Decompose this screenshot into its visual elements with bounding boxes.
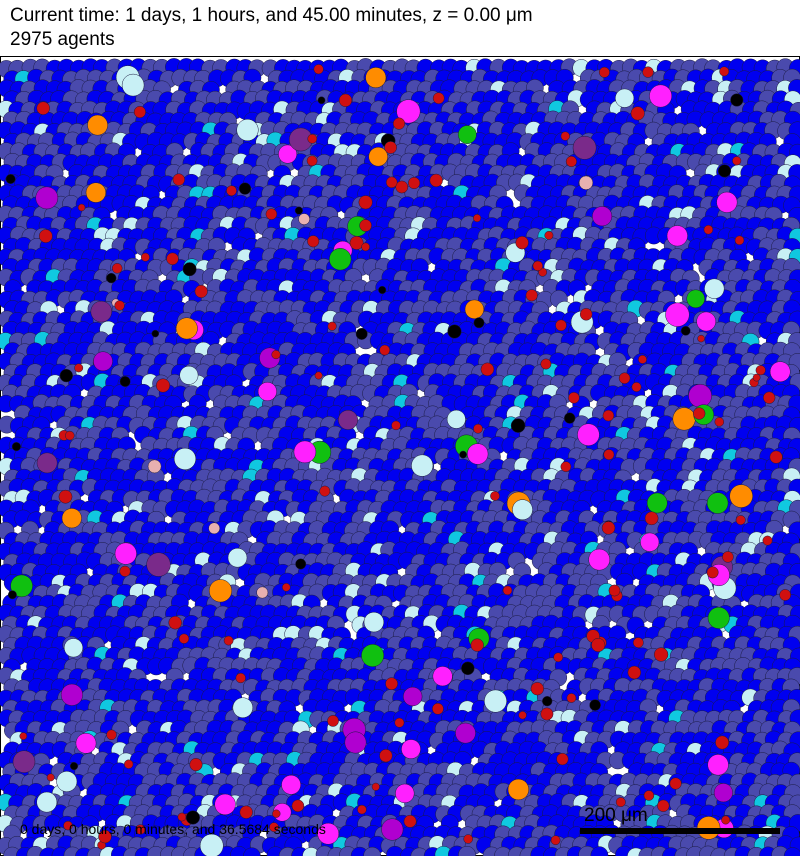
agent-cell [61, 508, 82, 529]
agent-cell [588, 548, 611, 571]
agent-cell [35, 186, 59, 210]
agent-cell [56, 771, 78, 792]
agent-cell [686, 289, 705, 309]
agent-cell [729, 484, 753, 508]
cell-layer [0, 58, 800, 856]
agent-cell [63, 638, 84, 658]
agent-cell [707, 606, 730, 629]
agent-cell [696, 311, 717, 332]
agent-cell [432, 702, 444, 715]
agent-cell [214, 793, 236, 816]
agent-cell [146, 552, 171, 577]
agent-cell [175, 317, 198, 340]
agent-count: 2975 agents [10, 29, 115, 50]
agent-cell [707, 754, 729, 776]
agent-cell [716, 191, 738, 213]
agent-cell [60, 683, 83, 706]
agent-cell [114, 542, 137, 565]
agent-cell [666, 225, 688, 247]
cell-simulation-plot [0, 56, 800, 856]
agent-cell [592, 206, 613, 227]
agent-cell [640, 532, 660, 552]
agent-cell [464, 299, 485, 319]
agent-cell [484, 689, 507, 713]
agent-cell [688, 383, 712, 408]
agent-cell [329, 248, 352, 271]
agent-cell [93, 351, 113, 372]
cell-canvas [0, 56, 800, 856]
agent-cell [646, 492, 668, 514]
agent-cell [75, 732, 97, 754]
agent-cell [649, 84, 673, 108]
agent-cell [12, 750, 36, 773]
agent-cell [411, 454, 434, 477]
agent-cell [232, 697, 254, 718]
agent-cell [577, 423, 600, 446]
agent-cell [179, 365, 199, 385]
agent-cell [338, 409, 358, 430]
agent-cell [173, 447, 197, 470]
agent-cell [361, 644, 385, 667]
agent-cell [381, 818, 404, 841]
agent-cell [36, 791, 58, 813]
agent-cell [36, 452, 58, 474]
agent-cell [281, 774, 301, 795]
agent-cell [457, 125, 477, 144]
agent-cell [293, 440, 317, 464]
agent-cell [365, 67, 387, 89]
agent-cell [665, 302, 690, 327]
agent-cell [572, 135, 597, 160]
agent-cell [227, 547, 248, 568]
agent-cell [90, 300, 113, 323]
agent-cell [627, 665, 642, 680]
agent-cell [467, 443, 489, 465]
agent-cell [446, 409, 466, 429]
agent-cell [706, 492, 729, 514]
agent-cell [432, 666, 453, 687]
agent-cell [704, 278, 725, 299]
agent-cell [257, 381, 277, 402]
agent-cell [713, 783, 733, 803]
agent-cell [363, 611, 385, 633]
agent-cell [455, 722, 476, 744]
agent-cell [512, 499, 533, 521]
agent-cell [87, 114, 108, 136]
agent-cell [769, 361, 791, 383]
agent-cell [85, 182, 107, 203]
agent-cell [121, 73, 145, 97]
header: Current time: 1 days, 1 hours, and 45.00… [0, 0, 800, 56]
agent-cell [344, 731, 367, 754]
agent-cell [403, 686, 423, 707]
agent-cell [401, 739, 421, 759]
simulation-time-title: Current time: 1 days, 1 hours, and 45.00… [10, 5, 533, 26]
agent-cell [615, 88, 635, 108]
agent-cell [395, 783, 415, 804]
agent-cell [672, 407, 696, 431]
agent-cell [208, 579, 233, 603]
agent-cell [236, 118, 259, 142]
agent-cell [199, 833, 224, 856]
agent-cell [507, 778, 530, 801]
